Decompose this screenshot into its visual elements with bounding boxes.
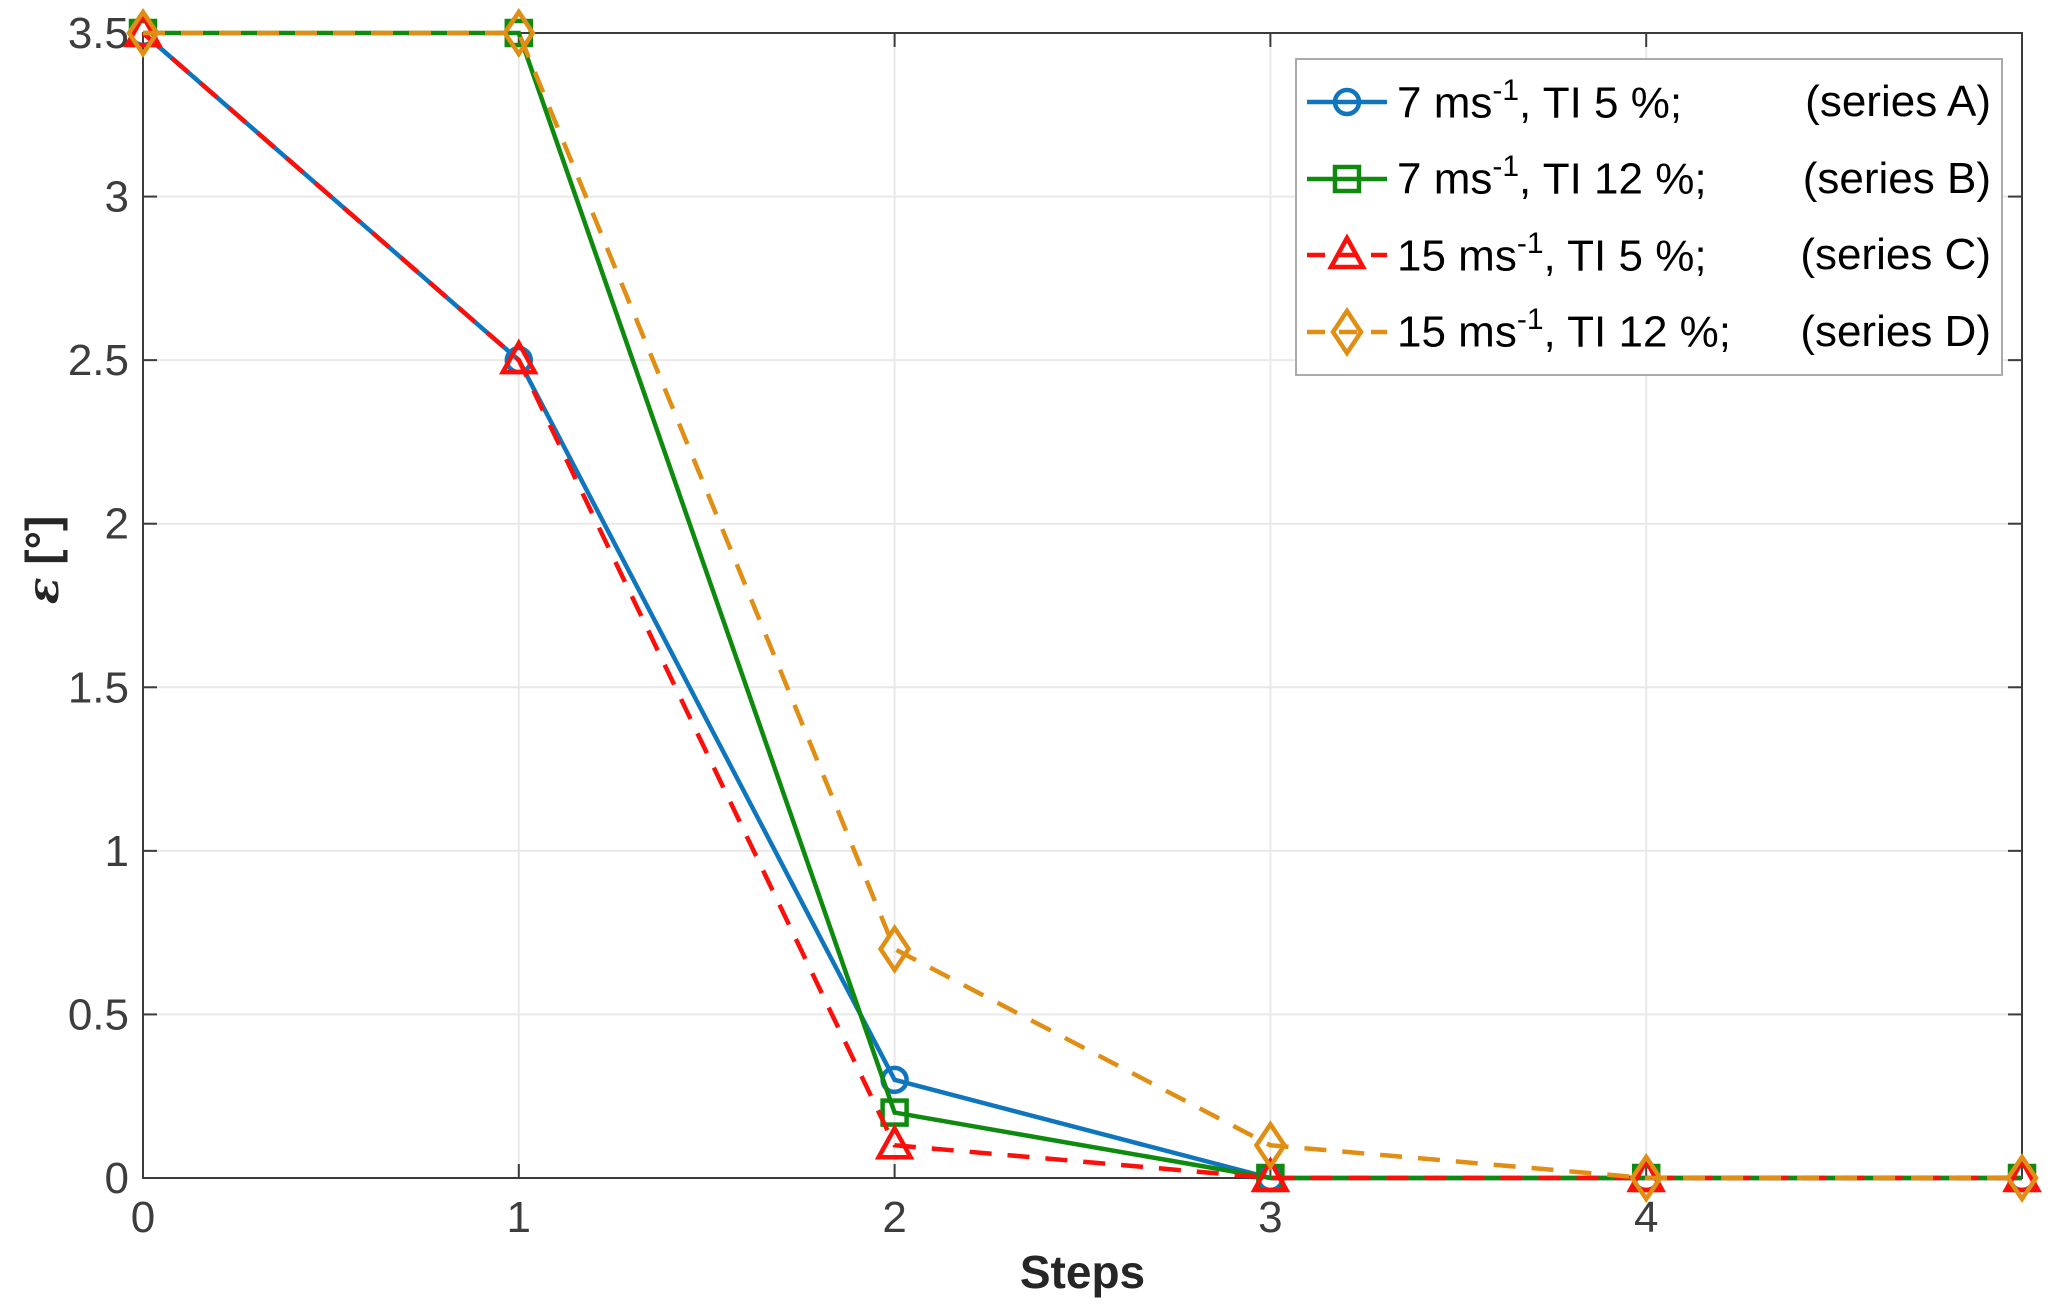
y-tick-label: 1.5 [68,663,129,712]
y-axis-label: ε [°] [16,516,69,605]
legend-label: 7 ms-1, TI 5 %; [1397,73,1683,128]
legend-item-series-d: 15 ms-1, TI 12 %; (series D) [1305,303,1991,358]
legend-label: 15 ms-1, TI 5 %; [1397,226,1707,281]
legend-item-series-a: 7 ms-1, TI 5 %; (series A) [1305,73,1991,129]
series-C [123,11,2042,1193]
y-tick-label: 1 [105,827,129,876]
gridlines [143,33,2022,1178]
legend-series-tag: (series A) [1805,77,1991,127]
axis-border [142,32,2023,1179]
legend-series-tag: (series D) [1800,306,1991,356]
legend-sample-triangle-icon [1307,233,1387,270]
legend-label: 7 ms-1, TI 12 %; [1397,150,1707,205]
y-tick-label: 0 [105,1154,129,1203]
x-tick-label: 0 [131,1193,155,1242]
legend-sample-square-icon [1307,164,1387,193]
legend-sample-circle-icon [1307,88,1387,117]
legend-series-tag: (series B) [1802,153,1991,203]
x-tick-label: 2 [882,1193,906,1242]
x-axis-label: Steps [1020,1246,1145,1298]
legend-item-series-b: 7 ms-1, TI 12 %; (series B) [1305,150,1991,205]
x-tick-label: 1 [507,1193,531,1242]
legend: 7 ms-1, TI 5 %; (series A) 7 ms-1, TI 12… [1295,58,2003,376]
y-tick-label: 3 [105,173,129,222]
legend-sample-diamond-icon [1307,306,1387,357]
legend-item-series-c: 15 ms-1, TI 5 %; (series C) [1305,226,1991,282]
y-tick-label: 0.5 [68,990,129,1039]
legend-series-tag: (series C) [1800,230,1991,280]
series-D [126,7,2039,1204]
legend-label: 15 ms-1, TI 12 %; [1397,303,1732,358]
x-tick-label: 3 [1258,1193,1282,1242]
y-tick-label: 3.5 [68,9,129,58]
y-tick-label: 2.5 [68,336,129,385]
y-tick-label: 2 [105,500,129,549]
